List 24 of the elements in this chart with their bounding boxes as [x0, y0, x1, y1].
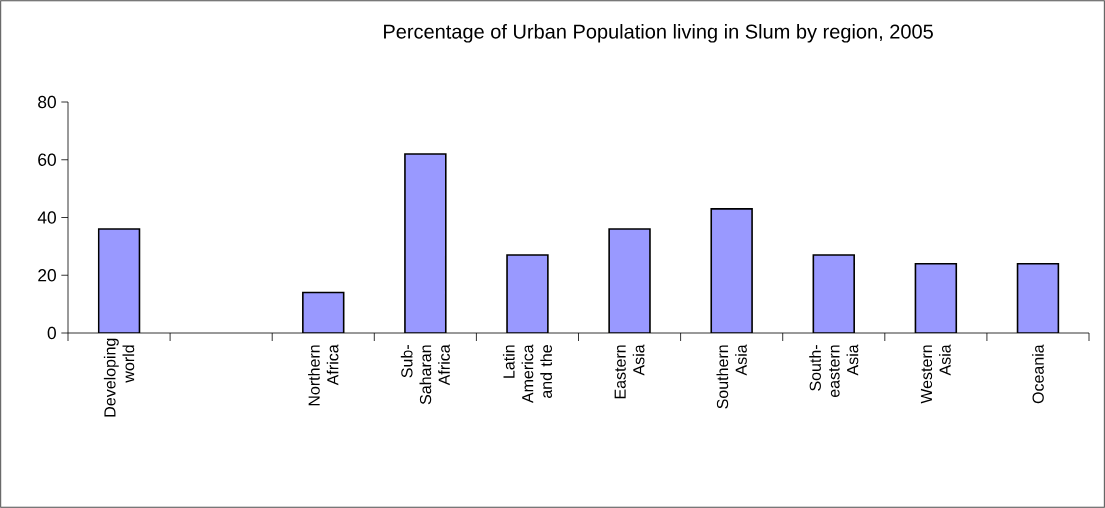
x-tick-label: Western Asia — [920, 344, 951, 404]
bar — [506, 254, 549, 333]
y-tick-label: 60 — [38, 153, 56, 166]
bar — [302, 291, 345, 333]
bar — [404, 153, 447, 333]
chart-title: Percentage of Urban Population living in Slum by region, 2005 — [384, 23, 933, 43]
bar — [608, 228, 651, 333]
y-tick-label: 80 — [38, 95, 56, 109]
x-tick-label: Developing world — [103, 338, 135, 417]
x-tick-label: Eastern Asia — [614, 344, 645, 399]
x-tick-label: South-eastern Asia — [809, 344, 859, 398]
bar — [710, 208, 753, 333]
bar — [812, 254, 855, 333]
x-tick-label: Southern Asia — [716, 344, 747, 409]
x-tick-label: Latin America and the — [502, 344, 552, 404]
bar — [97, 228, 141, 333]
y-tick-label: 20 — [38, 269, 56, 282]
y-tick-label: 0 — [47, 326, 56, 340]
y-tick-label: 40 — [37, 211, 56, 224]
x-tick-label: Oceania — [1032, 344, 1044, 404]
bar — [1016, 262, 1060, 333]
x-tick-label: Northern Africa — [308, 344, 339, 406]
x-tick-label: Sub-Saharan Africa — [400, 344, 450, 405]
bar — [914, 262, 958, 333]
